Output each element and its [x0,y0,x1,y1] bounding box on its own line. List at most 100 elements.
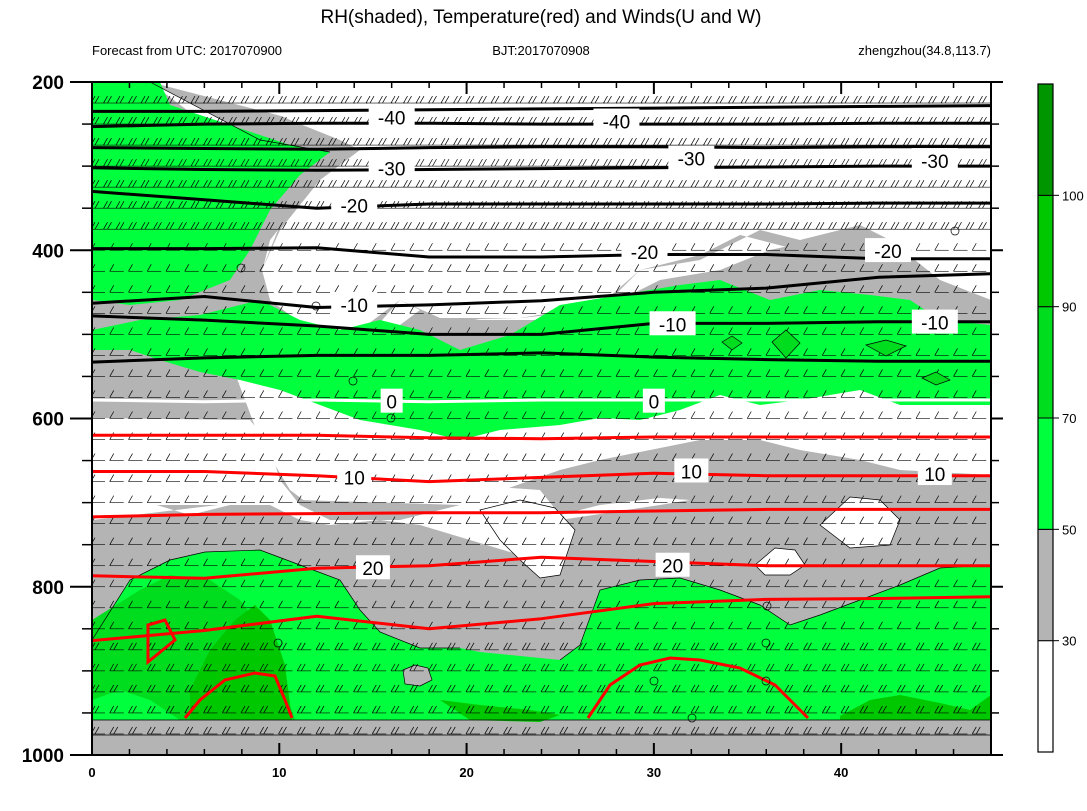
wind-barb-feather [240,369,246,377]
colorbar-segment [1037,417,1054,530]
wind-barb-feather [469,137,475,146]
wind-barb-feather [190,201,196,209]
wind-barb-feather [453,137,458,146]
wind-barb-feather [678,137,683,146]
wind-barb-feather [515,137,521,146]
wind-barb-feather [915,137,921,146]
wind-barb-feather [115,179,121,188]
wind-barb-feather [832,179,837,188]
wind-barb-feather [544,642,550,651]
wind-barb-feather [919,95,925,104]
wind-barb-feather [619,95,625,104]
wind-barb-feather [678,179,683,188]
temperature-contour-20 [92,595,991,643]
wind-barb-feather [203,285,208,293]
wind-barb-feather [203,621,208,629]
y-tick-label: 600 [32,410,64,431]
wind-barb-feather [794,137,800,146]
wind-barb-feather [632,179,637,188]
wind-barb-feather [615,306,621,314]
wind-barb-feather [709,390,715,398]
wind-barb-feather [507,137,512,146]
wind-barb-feather [559,558,565,566]
wind-barb-feather [828,95,833,104]
wind-barb-feather [732,95,737,104]
wind-barb-feather [115,222,121,230]
contour-label-box [642,388,665,413]
wind-barb-feather [657,684,662,693]
wind-barb-feather [600,705,606,714]
wind-barb-feather [169,158,175,167]
wind-barb-feather [465,285,471,293]
wind-barb-feather [253,95,258,104]
wind-barb-feather [965,179,971,188]
wind-barb-feather [728,411,733,419]
wind-barb-feather [440,158,446,167]
wind-barb-feather [428,495,433,503]
wind-barb-feather [353,453,358,461]
contour-label: 10 [344,468,365,489]
wind-barb-feather [578,390,583,398]
wind-barb-feather [240,306,246,314]
wind-barb-feather [390,600,396,608]
wind-barb-feather [353,705,358,714]
wind-barb-feather [240,222,246,230]
wind-barb-feather [840,369,846,377]
wind-barb-feather [919,179,925,188]
wind-barb-feather [340,95,346,104]
wind-barb-feather [94,179,100,188]
wind-barb-feather [803,642,808,651]
wind-barb-feather [507,642,512,651]
wind-barb-feather [446,264,452,272]
wind-barb-feather [203,453,208,461]
wind-barb-feather [765,137,771,146]
wind-barb-feather [300,663,306,672]
wind-barb-feather [878,726,883,735]
wind-barb-feather [432,663,437,672]
wind-barb-feather [188,684,194,693]
wind-barb-feather [678,95,683,104]
wind-barb-feather [600,642,606,651]
wind-barb-feather [319,642,325,651]
wind-barb-feather [590,222,596,230]
wind-barb-feather [484,285,490,293]
wind-barb-feather [488,705,494,714]
diamond-marker [771,329,801,359]
wind-barb-feather [103,179,108,188]
wind-barb-feather [244,684,250,693]
wind-barb-feather [207,705,212,714]
wind-barb-feather [484,369,490,377]
wind-barb-feather [807,705,812,714]
wind-barb-feather [94,222,100,230]
wind-barb-feather [332,179,337,188]
wind-barb-feather [344,222,350,230]
wind-barb-feather [894,179,900,188]
wind-barb-feather [878,137,883,146]
wind-barb-feather [419,179,425,188]
wind-barb-feather [803,516,808,524]
wind-barb-feather [334,642,340,651]
wind-barb-feather [409,579,415,587]
wind-barb-feather [450,726,456,735]
wind-barb-feather [521,495,527,503]
wind-barb-feather [469,726,475,735]
wind-barb-feather [344,179,350,188]
wind-barb-feather [525,663,531,672]
wind-barb-feather [394,642,400,651]
wind-barb-feather [207,642,212,651]
wind-barb-feather [521,306,527,314]
wind-barb-feather [540,516,546,524]
wind-barb-feather [953,95,958,104]
wind-barb-feather [832,95,837,104]
wind-barb-feather [165,348,171,356]
wind-barb-feather [784,369,790,377]
colorbar-frame [1037,83,1054,753]
wind-barb-feather [957,179,962,188]
wind-barb-feather [732,158,737,167]
wind-barb-feather [165,579,171,587]
wind-barb-feather [971,264,977,272]
wind-barb-feather [365,222,371,230]
wind-barb-feather [815,95,821,104]
wind-barb-feather [315,726,321,735]
